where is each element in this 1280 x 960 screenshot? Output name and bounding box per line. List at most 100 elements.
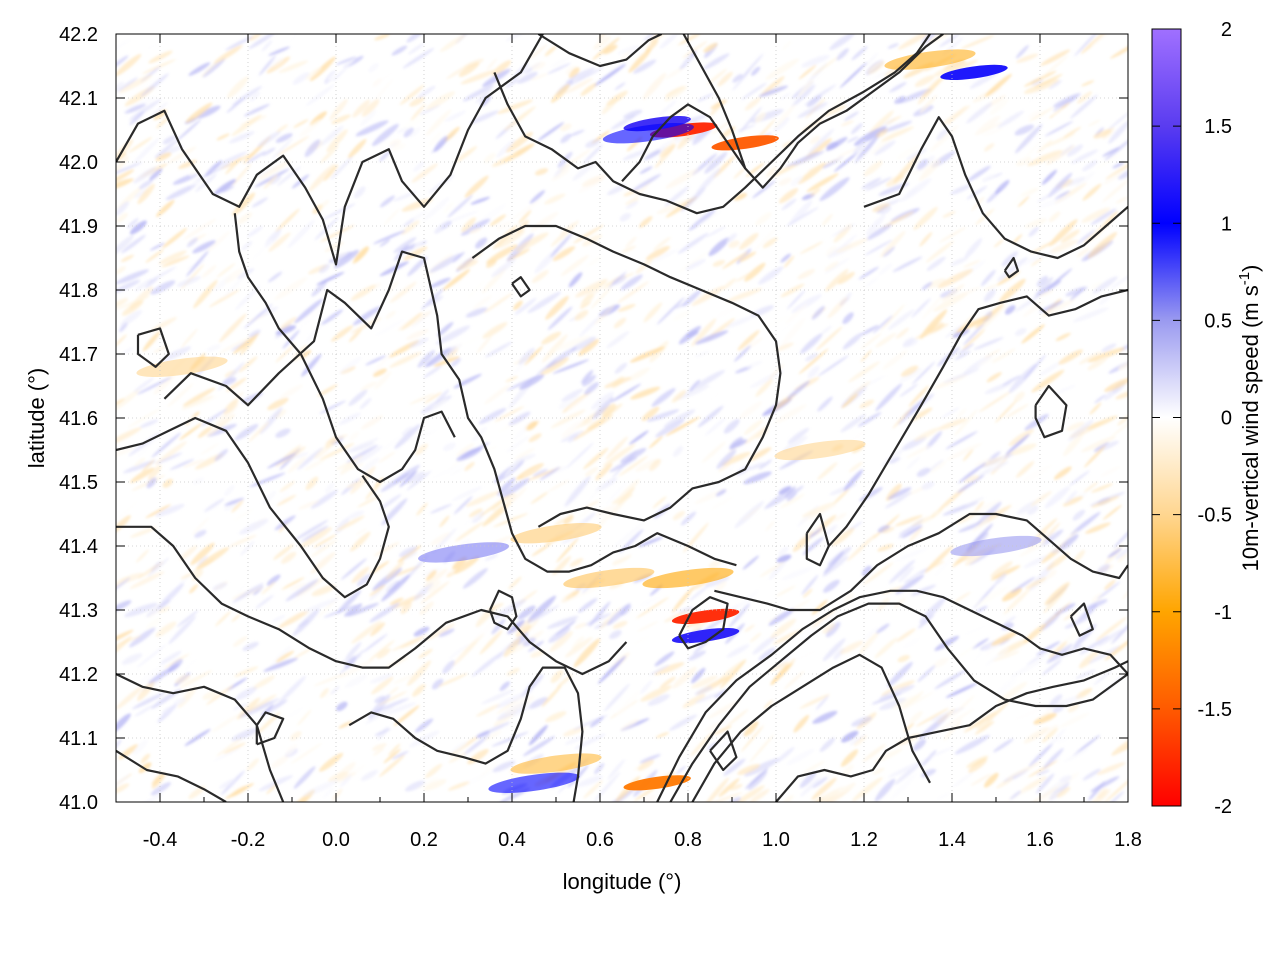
field-speckle: [450, 358, 461, 367]
field-speckle: [531, 61, 546, 71]
field-speckle: [231, 114, 262, 137]
field-speckle: [193, 279, 218, 309]
field-speckle: [494, 406, 525, 423]
field-speckle: [573, 638, 601, 668]
field-speckle: [718, 659, 747, 683]
field-speckle: [370, 673, 393, 684]
field-speckle: [295, 732, 316, 743]
field-speckle: [414, 718, 434, 733]
field-speckle: [289, 582, 306, 591]
field-speckle: [739, 232, 759, 250]
field-speckle: [116, 515, 131, 536]
field-speckle: [1117, 553, 1128, 563]
field-speckle: [225, 783, 254, 799]
field-speckle: [462, 330, 492, 346]
field-speckle: [195, 547, 230, 570]
field-speckle: [758, 85, 789, 98]
field-speckle: [331, 325, 354, 342]
field-speckle: [933, 292, 968, 312]
field-speckle: [458, 62, 480, 77]
field-speckle: [846, 533, 877, 562]
field-speckle: [262, 147, 276, 156]
field-speckle: [999, 278, 1026, 303]
field-speckle: [875, 128, 888, 138]
field-speckle: [734, 345, 751, 362]
field-speckle: [1022, 300, 1045, 318]
field-extreme: [671, 628, 740, 644]
field-speckle: [526, 421, 538, 431]
field-speckle: [564, 637, 593, 658]
field-speckle: [811, 305, 825, 320]
field-speckle: [982, 127, 1004, 137]
field-speckle: [614, 82, 626, 90]
field-speckle: [527, 595, 557, 623]
field-speckle: [180, 572, 194, 580]
field-speckle: [1115, 196, 1128, 204]
field-speckle: [545, 711, 567, 723]
field-speckle: [401, 114, 429, 129]
field-speckle: [583, 144, 603, 164]
field-speckle: [537, 122, 565, 141]
field-speckle: [963, 259, 981, 268]
field-speckle: [983, 289, 996, 302]
field-speckle: [707, 699, 741, 719]
field-speckle: [386, 702, 417, 715]
field-speckle: [279, 384, 303, 400]
field-speckle: [744, 624, 755, 633]
field-speckle: [843, 469, 864, 491]
field-speckle: [183, 657, 198, 673]
field-speckle: [213, 748, 241, 762]
terrain-contour: [511, 276, 531, 298]
field-speckle: [352, 99, 371, 118]
field-speckle: [319, 752, 344, 772]
field-speckle: [430, 532, 452, 546]
field-speckle: [582, 375, 596, 387]
field-speckle: [550, 409, 586, 429]
field-speckle: [257, 130, 282, 148]
field-speckle: [247, 225, 264, 238]
field-speckle: [407, 256, 428, 277]
field-speckle: [917, 77, 941, 105]
field-speckle: [908, 385, 929, 407]
field-speckle: [1056, 735, 1070, 744]
y-tick-label: 41.0: [59, 792, 98, 814]
field-speckle: [642, 72, 667, 100]
field-speckle: [415, 443, 428, 456]
field-speckle: [447, 781, 470, 791]
field-speckle: [614, 479, 640, 504]
field-speckle: [824, 524, 838, 536]
field-speckle: [255, 594, 274, 609]
field-speckle: [916, 467, 931, 477]
field-speckle: [913, 427, 940, 442]
field-speckle: [227, 76, 249, 99]
field-speckle: [1097, 629, 1123, 647]
field-speckle: [945, 683, 978, 698]
field-speckle: [378, 691, 408, 706]
field-speckle: [689, 379, 701, 392]
field-speckle: [1020, 464, 1053, 484]
field-speckle: [703, 42, 718, 53]
field-speckle: [391, 143, 406, 152]
field-speckle: [479, 630, 503, 655]
field-speckle: [258, 55, 276, 76]
field-speckle: [1039, 361, 1062, 376]
field-speckle: [330, 685, 340, 695]
field-speckle: [316, 271, 345, 286]
field-speckle: [1084, 445, 1106, 468]
field-speckle: [990, 565, 1021, 581]
field-speckle: [714, 581, 727, 593]
terrain-contour: [709, 730, 738, 772]
field-speckle: [373, 747, 385, 756]
field-speckle: [495, 221, 512, 231]
field-speckle: [486, 244, 518, 264]
field-speckle: [888, 559, 916, 584]
field-speckle: [689, 730, 715, 757]
field-speckle: [429, 277, 451, 288]
field-speckle: [338, 721, 353, 729]
field-speckle: [492, 224, 518, 250]
field-speckle: [197, 555, 208, 567]
field-speckle: [865, 276, 879, 288]
field-speckle: [722, 278, 737, 290]
y-tick-label: 41.3: [59, 600, 98, 622]
field-speckle: [149, 168, 163, 181]
